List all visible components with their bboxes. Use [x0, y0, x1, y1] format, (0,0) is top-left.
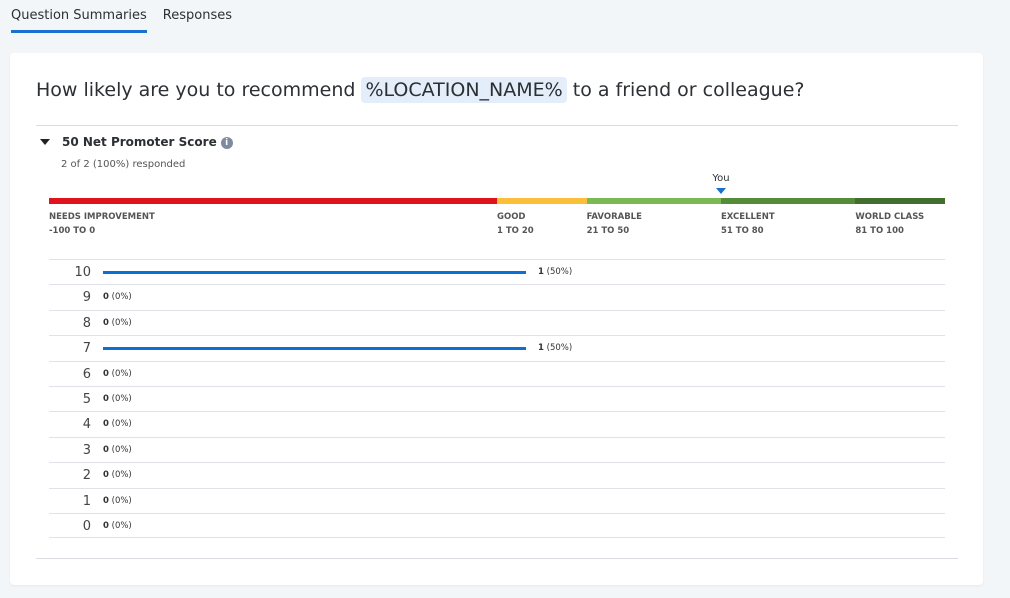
score-percent: (0%) [111, 317, 132, 328]
nps-band-excellent [721, 198, 856, 204]
score-row-5: 5 0 (0%) [49, 385, 945, 411]
tab-responses[interactable]: Responses [162, 8, 233, 23]
score-count: 1 [538, 267, 544, 277]
band-name: FAVORABLE [586, 212, 642, 222]
responded-count: 2 of 2 (100%) responded [61, 159, 186, 170]
score-row-8: 8 0 (0%) [49, 309, 945, 335]
band-name: EXCELLENT [721, 212, 775, 222]
score-value: 0 (0%) [103, 470, 132, 480]
nps-band-label: EXCELLENT 51 TO 80 [721, 210, 775, 238]
score-percent: (0%) [111, 444, 132, 455]
question-text-before: How likely are you to recommend [36, 79, 362, 101]
nps-band-needs-improvement [49, 198, 497, 204]
score-value: 0 (0%) [103, 292, 132, 302]
nps-band-label: GOOD 1 TO 20 [497, 210, 534, 238]
question-card: How likely are you to recommend %LOCATIO… [10, 53, 983, 585]
score-value: 0 (0%) [103, 394, 132, 404]
nps-band-good [497, 198, 587, 204]
tab-bar: Question Summaries Responses [11, 6, 232, 33]
you-label: You [712, 173, 730, 184]
score-row-7: 7 1 (50%) [49, 335, 945, 360]
divider [36, 125, 958, 126]
question-text-after: to a friend or colleague? [566, 79, 805, 101]
score-percent: (0%) [111, 292, 132, 303]
nps-scale-bar [49, 198, 945, 204]
band-range: 21 TO 50 [586, 226, 630, 236]
score-count: 0 [103, 393, 109, 404]
score-count: 0 [103, 444, 109, 455]
score-count: 0 [103, 470, 109, 481]
score-row-4: 4 0 (0%) [49, 411, 945, 436]
score-row-9: 9 0 (0%) [49, 284, 945, 309]
score-label: 5 [82, 391, 91, 407]
nps-band-label: FAVORABLE 21 TO 50 [587, 210, 642, 238]
score-row-6: 6 0 (0%) [49, 360, 945, 386]
score-label: 1 [82, 493, 91, 509]
band-name: NEEDS IMPROVEMENT [49, 212, 155, 222]
score-count: 0 [103, 520, 109, 531]
score-percent: (0%) [111, 419, 132, 430]
score-bar [103, 271, 526, 274]
score-percent: (0%) [111, 495, 132, 506]
score-percent: (0%) [111, 520, 132, 531]
score-count: 0 [103, 495, 109, 506]
score-label: 6 [82, 366, 91, 382]
score-value: 0 (0%) [103, 445, 132, 455]
score-bar [103, 347, 526, 351]
band-name: WORLD CLASS [855, 212, 925, 222]
score-row-2: 2 0 (0%) [49, 462, 945, 487]
score-row-10: 10 1 (50%) [49, 259, 945, 284]
score-percent: (50%) [546, 343, 573, 354]
score-percent: (50%) [546, 267, 573, 277]
score-value: 0 (0%) [103, 496, 132, 506]
score-label: 2 [82, 468, 91, 484]
you-marker-icon [716, 188, 726, 194]
score-count: 0 [103, 317, 109, 328]
collapse-caret-icon[interactable] [40, 139, 50, 145]
score-count: 0 [103, 368, 109, 379]
score-count: 0 [103, 292, 109, 303]
score-value: 1 (50%) [538, 343, 572, 353]
score-row-1: 1 0 (0%) [49, 487, 945, 513]
divider [36, 558, 958, 559]
score-count: 0 [103, 419, 109, 430]
band-range: 81 TO 100 [855, 226, 904, 236]
score-value: 0 (0%) [103, 521, 132, 531]
nps-title-text: 50 Net Promoter Score [62, 135, 217, 149]
score-value: 1 (50%) [538, 267, 572, 277]
question-title: How likely are you to recommend %LOCATIO… [36, 77, 805, 103]
score-label: 10 [74, 265, 91, 280]
band-range: 51 TO 80 [721, 226, 764, 236]
tab-question-summaries[interactable]: Question Summaries [11, 6, 147, 33]
nps-band-favorable [586, 198, 721, 204]
score-label: 3 [82, 442, 91, 458]
score-label: 9 [82, 290, 91, 306]
nps-title: 50 Net Promoter Score i [62, 135, 233, 149]
score-count: 1 [538, 343, 544, 354]
score-percent: (0%) [111, 470, 132, 481]
band-range: 1 TO 20 [497, 226, 534, 236]
score-label: 0 [82, 518, 91, 534]
location-name-token: %LOCATION_NAME% [361, 77, 567, 103]
score-distribution-chart: 10 1 (50%) 9 0 (0%) 8 0 (0%) 7 1 (50%) 6 0 (0%) 5 0… [49, 259, 945, 539]
nps-band-label: WORLD CLASS 81 TO 100 [855, 210, 924, 238]
band-name: GOOD [497, 212, 526, 222]
band-range: -100 TO 0 [49, 226, 96, 236]
nps-band-label: NEEDS IMPROVEMENT -100 TO 0 [49, 210, 155, 238]
score-label: 8 [82, 315, 91, 331]
score-value: 0 (0%) [103, 318, 132, 328]
nps-band-world-class [855, 198, 945, 204]
score-value: 0 (0%) [103, 369, 132, 379]
score-label: 7 [82, 341, 91, 357]
score-percent: (0%) [111, 368, 132, 379]
score-row-3: 3 0 (0%) [49, 436, 945, 462]
info-icon[interactable]: i [220, 137, 233, 149]
score-label: 4 [82, 417, 91, 433]
score-percent: (0%) [111, 393, 132, 404]
score-value: 0 (0%) [103, 419, 132, 429]
